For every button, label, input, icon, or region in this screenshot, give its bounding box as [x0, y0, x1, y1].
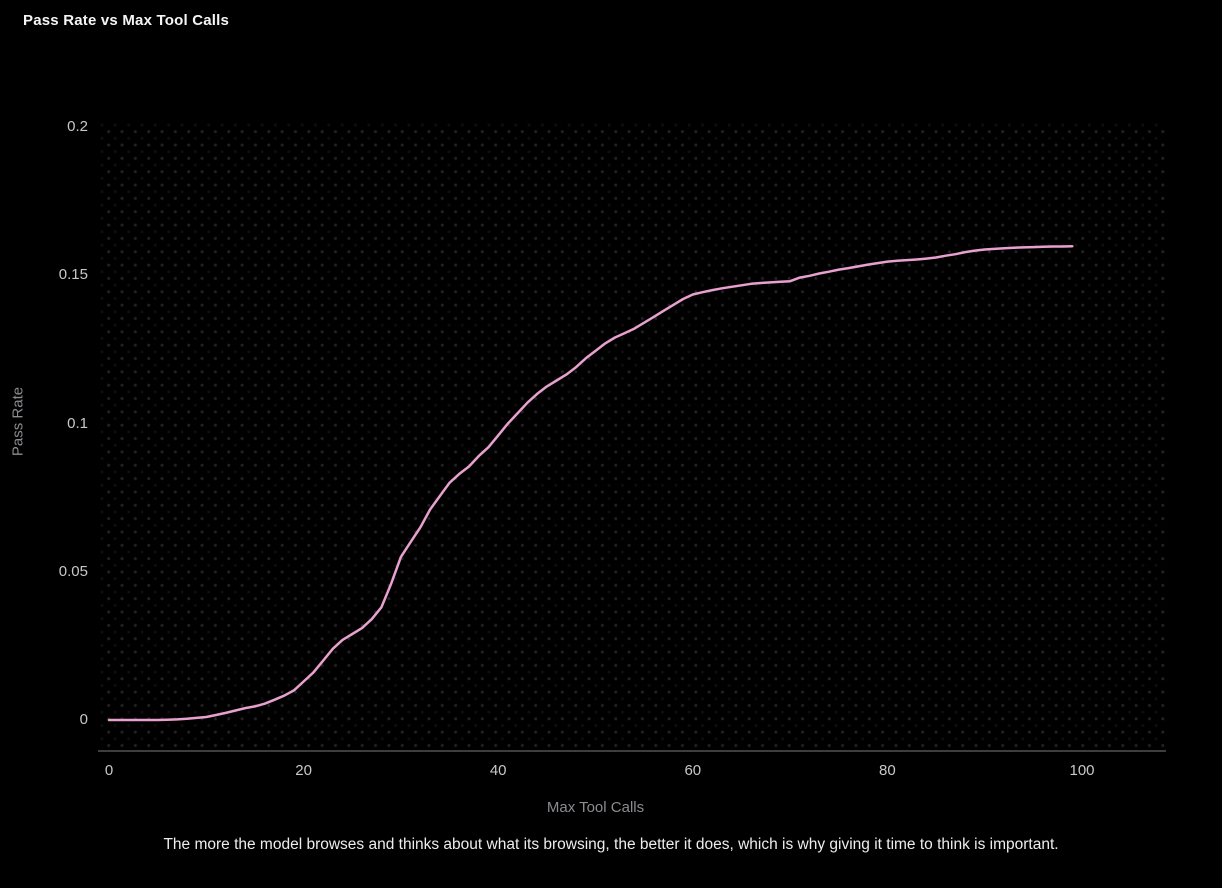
y-tick-label: 0.05 — [58, 562, 88, 580]
x-tick-label: 100 — [1069, 762, 1095, 779]
y-tick-label: 0.2 — [67, 118, 88, 135]
chart-caption: The more the model browses and thinks ab… — [163, 836, 1059, 853]
x-tick-label: 80 — [879, 762, 896, 779]
x-axis-title: Max Tool Calls — [546, 799, 645, 816]
x-tick-label: 0 — [104, 762, 114, 779]
x-tick-label: 60 — [684, 762, 702, 779]
y-axis-title: Pass Rate — [9, 386, 27, 457]
x-tick-label: 40 — [489, 762, 507, 779]
y-tick-label: 0 — [79, 711, 88, 728]
x-tick-label: 20 — [295, 762, 312, 779]
plot-area — [98, 121, 1166, 751]
page-title: Pass Rate vs Max Tool Calls — [23, 12, 230, 29]
x-axis-line — [98, 750, 1166, 752]
y-tick-label: 0.15 — [58, 266, 88, 284]
y-tick-label: 0.1 — [67, 414, 88, 432]
